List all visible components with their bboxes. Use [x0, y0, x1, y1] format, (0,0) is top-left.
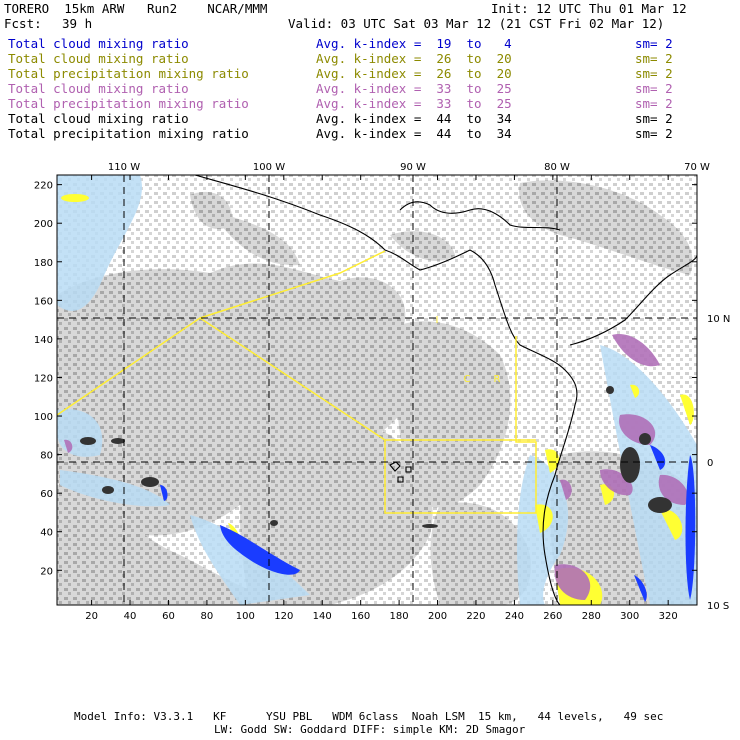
latitude-label: 10 N: [707, 314, 730, 325]
x-tick-label: 100: [236, 611, 255, 622]
x-tick-label: 200: [428, 611, 447, 622]
field-k-index: Avg. k-index = 44 to 34: [316, 111, 512, 126]
x-tick-label: 60: [162, 611, 175, 622]
field-k-index: Avg. k-index = 33 to 25: [316, 96, 512, 111]
x-tick-label: 160: [351, 611, 370, 622]
box-label: R: [494, 374, 501, 385]
box-label: C: [464, 374, 471, 385]
x-tick-label: 140: [313, 611, 332, 622]
field-smoothing: sm= 2: [635, 66, 673, 81]
forecast-hour: 39 h: [62, 16, 93, 31]
field-smoothing: sm= 2: [635, 126, 673, 141]
domain-outline: [57, 250, 537, 514]
field-smoothing: sm= 2: [635, 96, 673, 111]
latitude-label: 0: [707, 458, 713, 469]
y-tick-label: 120: [34, 373, 53, 384]
x-tick-label: 260: [543, 611, 562, 622]
forecast-map: 20 40 60 80 100 120 140 160 180 200 220 240 260 280 30…: [34, 162, 730, 622]
y-tick-label: 160: [34, 296, 53, 307]
y-tick-label: 100: [34, 412, 53, 423]
field-label: Total cloud mixing ratio: [8, 36, 189, 51]
y-tick-label: 220: [34, 181, 53, 192]
y-tick-label: 200: [34, 219, 53, 230]
x-tick-label: 300: [620, 611, 639, 622]
light-cloud-field: [57, 175, 697, 605]
longitude-label: 80 W: [544, 162, 570, 173]
field-smoothing: sm= 2: [635, 111, 673, 126]
x-tick-label: 240: [505, 611, 524, 622]
blue-field: [160, 445, 696, 602]
y-tick-label: 180: [34, 258, 53, 269]
plot-frame: [56, 174, 698, 606]
y-tick-label: 80: [40, 451, 53, 462]
x-tick-label: 280: [582, 611, 601, 622]
field-k-index: Avg. k-index = 33 to 25: [316, 81, 512, 96]
longitude-labels: 110 W 100 W 90 W 80 W 70 W: [108, 162, 710, 173]
longitude-label: 90 W: [400, 162, 426, 173]
box-labels: I C R: [436, 315, 501, 385]
field-smoothing: sm= 2: [635, 36, 673, 51]
y-axis-ticks: 220 200 180 160 140 120 100 80 60 40 20: [34, 181, 697, 577]
y-tick-label: 20: [40, 566, 53, 577]
field-label: Total cloud mixing ratio: [8, 111, 189, 126]
model-title: TORERO 15km ARW Run2 NCAR/MMM: [4, 1, 268, 16]
field-label: Total cloud mixing ratio: [8, 51, 189, 66]
x-tick-label: 40: [124, 611, 137, 622]
coastlines: [194, 175, 697, 605]
init-time: Init: 12 UTC Thu 01 Mar 12: [491, 1, 687, 16]
x-tick-label: 220: [466, 611, 485, 622]
x-tick-label: 20: [85, 611, 98, 622]
forecast-label: Fcst:: [4, 16, 42, 31]
x-axis-ticks: 20 40 60 80 100 120 140 160 180 200 220 240 260 280 30…: [85, 175, 678, 622]
field-smoothing: sm= 2: [635, 51, 673, 66]
x-tick-label: 80: [201, 611, 214, 622]
field-k-index: Avg. k-index = 19 to 4: [316, 36, 512, 51]
x-tick-label: 120: [274, 611, 293, 622]
longitude-label: 70 W: [684, 162, 710, 173]
longitude-label: 100 W: [253, 162, 285, 173]
field-label: Total cloud mixing ratio: [8, 81, 189, 96]
field-smoothing: sm= 2: [635, 81, 673, 96]
dark-cloud-field: [80, 386, 672, 528]
physics-info: LW: Godd SW: Goddard DIFF: simple KM: 2D…: [214, 723, 526, 736]
model-info: Model Info: V3.3.1 KF YSU PBL WDM 6class…: [74, 710, 664, 723]
field-k-index: Avg. k-index = 44 to 34: [316, 126, 512, 141]
field-label: Total precipitation mixing ratio: [8, 66, 249, 81]
x-tick-label: 320: [659, 611, 678, 622]
valid-time: Valid: 03 UTC Sat 03 Mar 12 (21 CST Fri …: [288, 16, 665, 31]
longitude-label: 110 W: [108, 162, 140, 173]
y-tick-label: 60: [40, 489, 53, 500]
field-label: Total precipitation mixing ratio: [8, 96, 249, 111]
field-k-index: Avg. k-index = 26 to 20: [316, 66, 512, 81]
latitude-labels: 10 N 0 10 S: [707, 314, 730, 612]
latitude-label: 10 S: [707, 601, 729, 612]
y-tick-label: 40: [40, 528, 53, 539]
lat-lon-grid: [57, 175, 697, 605]
field-label: Total precipitation mixing ratio: [8, 126, 249, 141]
field-k-index: Avg. k-index = 26 to 20: [316, 51, 512, 66]
x-tick-label: 180: [390, 611, 409, 622]
box-label: I: [436, 315, 439, 326]
y-tick-label: 140: [34, 335, 53, 346]
